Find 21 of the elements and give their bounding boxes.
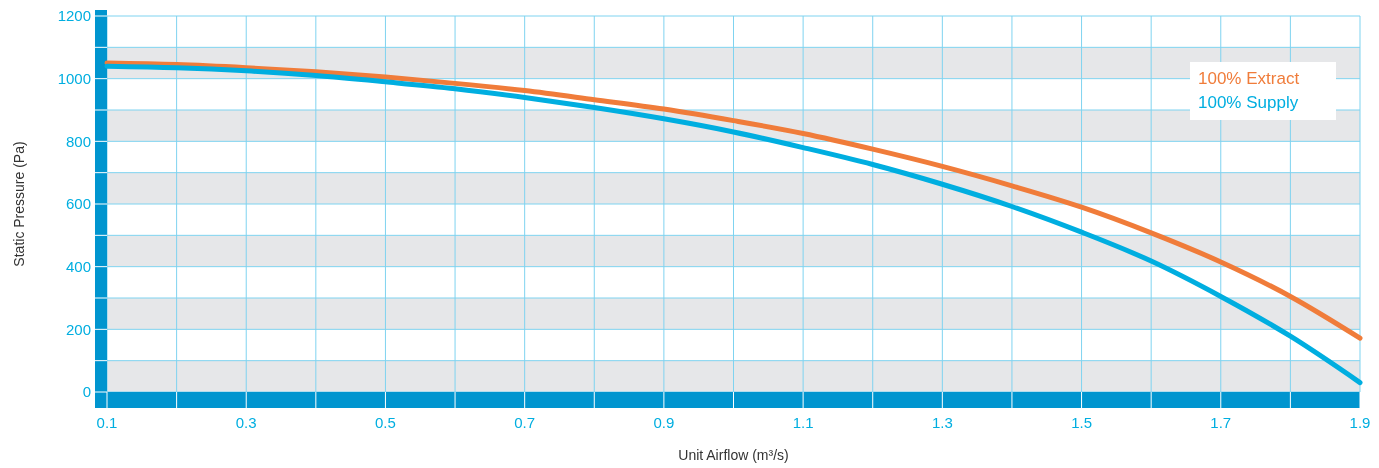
- text: 100% Extract: [1198, 69, 1300, 88]
- x-tick-label: 0.3: [235, 414, 257, 431]
- y-tick-label: 0: [82, 383, 91, 401]
- y-tick-label: 200: [65, 320, 91, 338]
- x-tick-label: 0.1: [96, 414, 118, 431]
- y-axis-title: Static Pressure (Pa): [11, 141, 27, 267]
- x-axis-title: Unit Airflow (m³/s): [678, 447, 789, 463]
- x-tick-label: 1.3: [931, 414, 953, 431]
- y-tick-label: 1000: [57, 69, 91, 87]
- y-tick-label: 400: [65, 257, 91, 275]
- y-tick-label: 800: [65, 132, 91, 150]
- x-tick-label: 1.1: [792, 414, 814, 431]
- x-tick-label: 0.9: [653, 414, 675, 431]
- x-tick-label: 0.5: [375, 414, 396, 431]
- text: 100% Supply: [1198, 93, 1299, 112]
- x-tick-label: 0.7: [514, 414, 536, 431]
- y-tick-label: 600: [65, 195, 91, 213]
- x-tick-label: 1.7: [1210, 414, 1232, 431]
- y-tick-label: 1200: [57, 7, 91, 25]
- x-tick-label: 1.9: [1349, 414, 1371, 431]
- x-tick-label: 1.5: [1071, 414, 1092, 431]
